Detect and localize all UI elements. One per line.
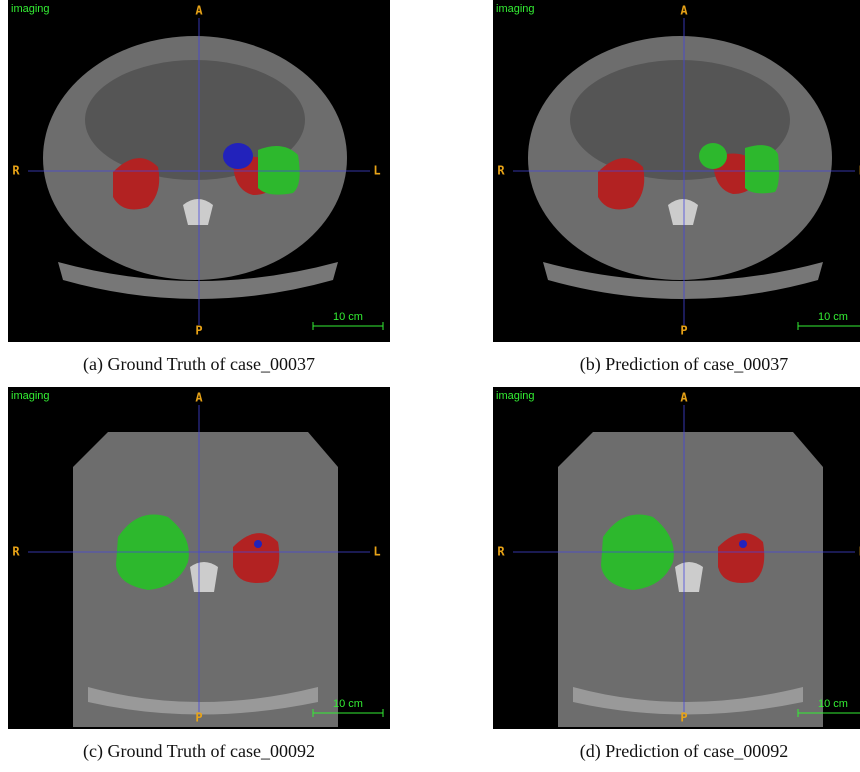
orientation-label: A xyxy=(680,4,688,18)
orientation-label: R xyxy=(12,545,20,559)
orientation-label: R xyxy=(12,164,20,178)
imaging-label: imaging xyxy=(496,3,535,15)
orientation-label: L xyxy=(373,164,380,178)
spine xyxy=(190,562,218,592)
imaging-label: imaging xyxy=(11,390,50,402)
cyst xyxy=(223,143,253,169)
orientation-label: L xyxy=(373,545,380,559)
orientation-label: P xyxy=(680,711,687,725)
imaging-label: imaging xyxy=(496,390,535,402)
orientation-label: P xyxy=(195,324,202,338)
scale-label: 10 cm xyxy=(818,698,848,710)
caption: (c) Ground Truth of case_00092 xyxy=(8,741,390,762)
cyst xyxy=(254,540,262,548)
orientation-label: A xyxy=(195,4,203,18)
caption: (d) Prediction of case_00092 xyxy=(493,741,860,762)
tumor xyxy=(745,145,779,193)
spine xyxy=(675,562,703,592)
orientation-label: A xyxy=(680,391,688,405)
scale-label: 10 cm xyxy=(818,311,848,323)
panel: imaging A R L P 10 cm (c) Ground Truth of case… xyxy=(8,387,390,772)
panel: imaging A R L P 10 cm (a) Ground Truth of case… xyxy=(8,0,390,385)
orientation-label: R xyxy=(497,545,505,559)
caption: (b) Prediction of case_00037 xyxy=(493,354,860,375)
ct-image: imaging A R L P 10 cm xyxy=(8,0,390,342)
orientation-label: R xyxy=(497,164,505,178)
orientation-label: A xyxy=(195,391,203,405)
scale-label: 10 cm xyxy=(333,698,363,710)
caption: (a) Ground Truth of case_00037 xyxy=(8,354,390,375)
imaging-label: imaging xyxy=(11,3,50,15)
spine xyxy=(668,199,698,225)
orientation-label: P xyxy=(680,324,687,338)
ct-image: imaging A R L P 10 cm xyxy=(8,387,390,729)
orientation-label: P xyxy=(195,711,202,725)
tumor xyxy=(258,146,300,195)
cyst xyxy=(739,540,747,548)
page: imaging A R L P 10 cm (a) Ground Truth of case… xyxy=(0,0,860,767)
spine xyxy=(183,199,213,225)
scale-label: 10 cm xyxy=(333,311,363,323)
tumor xyxy=(699,143,727,169)
